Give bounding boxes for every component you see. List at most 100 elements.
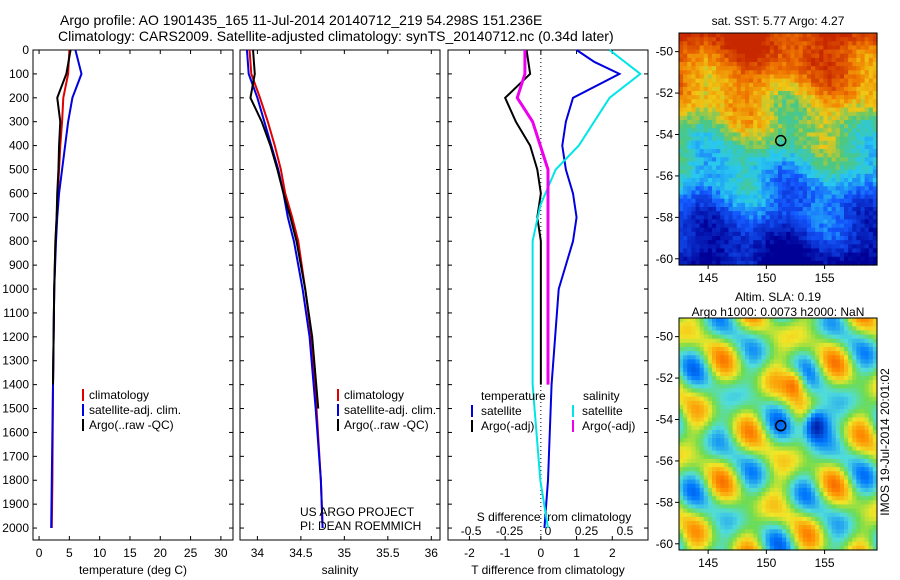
map-cell: [687, 236, 692, 241]
map-cell: [811, 260, 816, 266]
map-cell: [728, 525, 734, 530]
map-cell: [716, 516, 721, 522]
map-cell: [679, 198, 684, 204]
map-cell: [811, 82, 816, 88]
map-cell: [749, 53, 754, 59]
map-cell: [802, 483, 808, 489]
map-cell: [716, 173, 721, 179]
map-cell: [773, 149, 779, 154]
map-cell: [753, 99, 758, 105]
map-cell: [773, 173, 779, 179]
map-cell: [707, 442, 713, 448]
map-cell: [844, 219, 849, 225]
map-cell: [736, 82, 742, 88]
map-cell: [757, 508, 763, 514]
map-cell: [782, 144, 787, 150]
map-cell: [802, 153, 808, 158]
map-cell: [691, 194, 697, 200]
map-cell: [790, 442, 796, 448]
map-cell: [707, 120, 713, 125]
map-cell: [794, 512, 800, 518]
map-cell: [740, 322, 746, 327]
map-cell: [823, 144, 829, 150]
map-cell: [695, 120, 701, 125]
map-cell: [823, 450, 829, 456]
map-cell: [794, 467, 800, 472]
map-cell: [703, 161, 709, 167]
map-cell: [720, 334, 725, 340]
map-cell: [724, 124, 730, 129]
map-cell: [794, 496, 800, 501]
map-cell: [720, 322, 725, 327]
map-cell: [732, 479, 738, 485]
map-cell: [794, 252, 800, 258]
map-cell: [831, 136, 837, 142]
map-cell: [761, 537, 767, 543]
map-cell: [823, 458, 829, 464]
map-cell: [736, 463, 742, 468]
map-cell: [740, 223, 746, 229]
map-cell: [786, 355, 791, 361]
map-cell: [757, 355, 763, 361]
map-cell: [852, 240, 857, 245]
map-cell: [778, 512, 783, 518]
map-cell: [707, 165, 713, 171]
map-cell: [802, 355, 808, 361]
map-cell: [786, 41, 791, 47]
map-cell: [699, 144, 705, 150]
map-cell: [765, 144, 771, 150]
map-cell: [728, 157, 734, 163]
map-cell: [798, 537, 804, 543]
map-cell: [728, 409, 734, 414]
map-cell: [712, 342, 717, 348]
map-cell: [794, 454, 800, 460]
map-cell: [860, 219, 866, 225]
map-cell: [811, 537, 816, 543]
map-cell: [728, 120, 734, 125]
map-cell: [740, 438, 746, 443]
map-cell: [806, 111, 812, 117]
map-cell: [786, 74, 791, 80]
map-cell: [740, 95, 746, 100]
map-cell: [831, 37, 837, 42]
map-cell: [782, 446, 787, 452]
map-cell: [823, 165, 829, 171]
map-cell: [728, 384, 734, 390]
map-cell: [745, 37, 750, 42]
map-cell: [769, 165, 775, 171]
map-cell: [732, 37, 738, 42]
map-cell: [769, 471, 775, 477]
map-cell: [703, 463, 709, 468]
map-cell: [773, 496, 779, 501]
map-cell: [835, 227, 841, 233]
map-cell: [716, 244, 721, 250]
map-cell: [724, 471, 730, 477]
map-cell: [790, 438, 796, 443]
map-cell: [753, 450, 758, 456]
map-cell: [761, 95, 767, 100]
map-cell: [753, 380, 758, 385]
map-cell: [819, 330, 824, 336]
map-cell: [745, 487, 750, 493]
map-cell: [765, 37, 771, 42]
map-cell: [778, 442, 783, 448]
map-cell: [868, 33, 874, 38]
map-cell: [811, 45, 816, 51]
map-cell: [819, 545, 824, 551]
map-cell: [786, 475, 791, 481]
map-cell: [798, 342, 804, 348]
map-cell: [806, 376, 812, 381]
map-cell: [724, 219, 730, 225]
map-cell: [740, 169, 746, 175]
map-cell: [683, 541, 688, 547]
map-cell: [806, 82, 812, 88]
map-cell: [815, 413, 820, 419]
map-cell: [691, 111, 697, 117]
map-cell: [757, 434, 763, 439]
map-cell: [765, 169, 771, 175]
x-axis-label: temperature (deg C): [79, 563, 187, 577]
map-cell: [864, 111, 870, 117]
map-cell: [703, 132, 709, 138]
map-cell: [815, 376, 820, 381]
map-cell: [707, 124, 713, 129]
